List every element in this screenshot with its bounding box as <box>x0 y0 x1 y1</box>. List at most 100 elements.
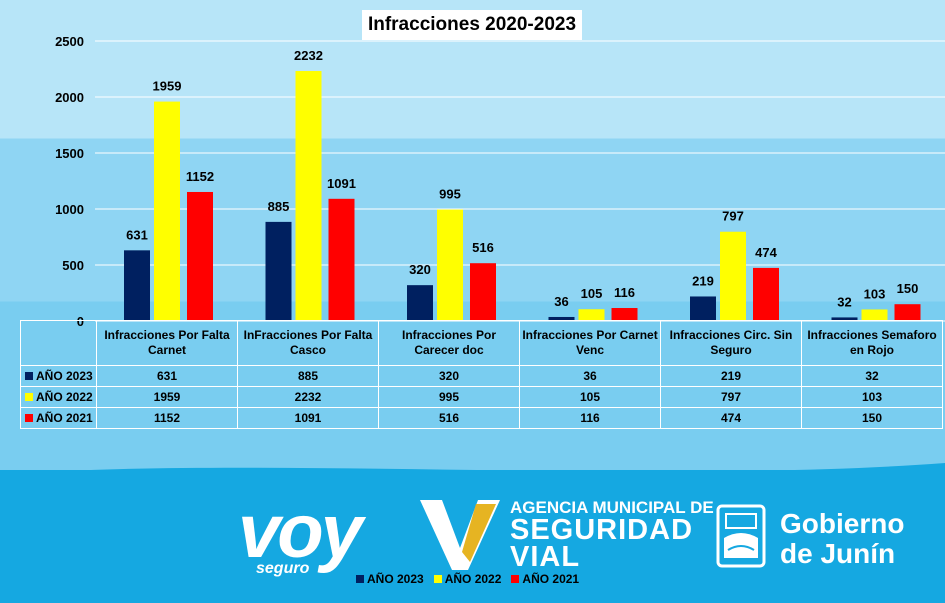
category-header-3: Infracciones Por Carnet Venc <box>519 320 661 366</box>
bar-0-1 <box>265 221 292 321</box>
category-label-line: en Rojo <box>850 343 894 357</box>
table-cell: 2232 <box>237 386 379 408</box>
table-cell: 32 <box>801 365 943 387</box>
bar-1-1 <box>295 71 322 322</box>
series-label-cell: AÑO 2022 <box>20 386 97 408</box>
agency-line-1: AGENCIA MUNICIPAL DE <box>510 498 714 517</box>
y-tick-label-4: 2000 <box>55 90 84 105</box>
category-label-line: Infracciones Por <box>401 328 497 342</box>
bar-1-4 <box>720 231 746 321</box>
data-label-0-1: 885 <box>268 199 290 214</box>
legend-item: AÑO 2023 <box>356 572 424 586</box>
chart-title: Infracciones 2020-2023 <box>362 10 582 40</box>
category-label-line: Carecer doc <box>414 343 484 357</box>
table-row: AÑO 2022 1959 2232 995 105 797 103 <box>20 386 943 408</box>
data-label-2-0: 1152 <box>186 169 214 184</box>
data-label-1-4: 797 <box>722 209 744 224</box>
y-tick-label-2: 1000 <box>55 202 84 217</box>
seguridad-vial-v-icon <box>420 500 500 570</box>
gobierno-line-2: de Junín <box>780 538 896 569</box>
table-corner <box>20 320 97 366</box>
category-label-line: Infracciones Por Carnet <box>522 328 658 342</box>
category-header-4: Infracciones Circ. Sin Seguro <box>660 320 802 366</box>
data-label-0-3: 36 <box>554 294 568 309</box>
legend-swatch <box>511 575 520 583</box>
legend-swatch <box>356 575 364 583</box>
data-label-0-4: 219 <box>692 273 714 288</box>
voy-seguro-text: seguro <box>256 560 310 577</box>
category-label-line: Casco <box>289 343 327 357</box>
series-label-cell: AÑO 2023 <box>20 365 97 387</box>
series-label-cell: AÑO 2021 <box>20 407 97 429</box>
series-name: AÑO 2023 <box>36 369 93 383</box>
legend-item: AÑO 2021 <box>511 572 579 586</box>
bar-1-2 <box>437 209 463 321</box>
series-swatch <box>25 393 33 401</box>
series-swatch <box>25 414 33 422</box>
table-cell: 105 <box>519 386 661 408</box>
legend-item: AÑO 2022 <box>433 572 502 586</box>
table-cell: 995 <box>378 386 520 408</box>
legend-swatch <box>433 575 442 583</box>
data-label-2-3: 116 <box>614 285 635 300</box>
bar-0-3 <box>548 316 575 321</box>
data-label-2-1: 1091 <box>327 176 356 191</box>
data-label-0-5: 32 <box>837 294 851 309</box>
data-label-1-5: 103 <box>864 286 886 301</box>
table-header-row: Infracciones Por Falta Carnet InFracciones… <box>20 320 943 366</box>
category-header-0: Infracciones Por Falta Carnet <box>96 320 238 366</box>
category-label-line: Infracciones Por Falta <box>104 328 230 342</box>
bar-0-5 <box>831 317 858 321</box>
table-cell: 219 <box>660 365 802 387</box>
gobierno-line-1: Gobierno <box>780 508 905 539</box>
bar-1-0 <box>154 101 180 321</box>
data-label-1-1: 2232 <box>294 48 323 63</box>
table-row: AÑO 2023 631 885 320 36 219 32 <box>20 365 943 387</box>
table-cell: 116 <box>519 407 661 429</box>
bar-2-1 <box>328 198 355 321</box>
y-tick-label-5: 2500 <box>55 34 84 49</box>
series-swatch <box>25 372 33 380</box>
table-cell: 36 <box>519 365 661 387</box>
bar-1-5 <box>861 309 888 321</box>
bar-0-2 <box>407 285 433 321</box>
category-label-line: Carnet <box>147 343 186 357</box>
bar-2-4 <box>753 267 779 321</box>
series-name: AÑO 2022 <box>36 390 93 404</box>
table-cell: 320 <box>378 365 520 387</box>
legend-label: AÑO 2022 <box>444 572 502 586</box>
bar-2-0 <box>187 191 213 321</box>
table-cell: 474 <box>660 407 802 429</box>
category-label-line: Seguro <box>710 343 752 357</box>
bar-2-5 <box>894 304 921 321</box>
table-row: AÑO 2021 1152 1091 516 116 474 150 <box>20 407 943 429</box>
data-label-2-4: 474 <box>755 245 777 260</box>
data-label-2-5: 150 <box>897 281 919 296</box>
category-header-1: InFracciones Por Falta Casco <box>237 320 379 366</box>
category-header-5: Infracciones Semaforo en Rojo <box>801 320 943 366</box>
y-tick-label-1: 500 <box>62 258 84 273</box>
table-cell: 516 <box>378 407 520 429</box>
data-label-1-2: 995 <box>439 187 461 202</box>
table-cell: 631 <box>96 365 238 387</box>
category-label-line: InFracciones Por Falta <box>243 328 373 342</box>
data-label-1-0: 1959 <box>153 79 182 94</box>
bar-0-4 <box>690 296 716 321</box>
table-cell: 797 <box>660 386 802 408</box>
bar-0-0 <box>124 250 150 321</box>
data-label-0-2: 320 <box>409 262 431 277</box>
table-cell: 885 <box>237 365 379 387</box>
bar-chart: 0500100015002000250063188532036219321959… <box>55 34 945 329</box>
series-name: AÑO 2021 <box>36 411 93 425</box>
data-label-2-2: 516 <box>472 240 494 255</box>
voy-logo-text: voy <box>238 489 363 574</box>
category-label-line: Infracciones Circ. Sin <box>669 328 793 342</box>
bar-2-3 <box>611 308 638 321</box>
category-header-2: Infracciones Por Carecer doc <box>378 320 520 366</box>
data-label-0-0: 631 <box>126 227 148 242</box>
table-cell: 103 <box>801 386 943 408</box>
agency-line-3: VIAL <box>510 541 581 573</box>
agency-line-2: SEGURIDAD <box>510 514 694 546</box>
table-cell: 150 <box>801 407 943 429</box>
y-tick-label-3: 1500 <box>55 146 84 161</box>
